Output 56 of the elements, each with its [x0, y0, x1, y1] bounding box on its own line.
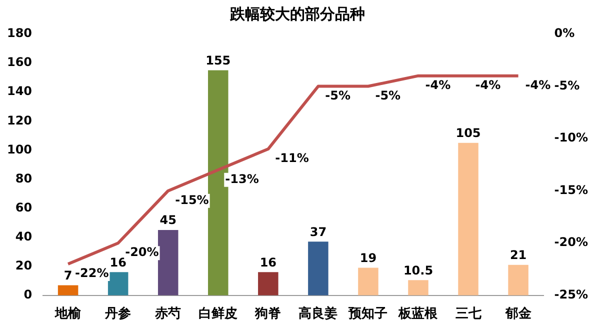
bar	[458, 142, 478, 296]
y2-tick-label: 0%	[554, 26, 575, 40]
bar	[308, 242, 328, 296]
y2-tick-label: -25%	[554, 288, 588, 302]
y-tick-label: 80	[15, 171, 32, 186]
y-tick-label: 160	[6, 55, 32, 70]
chart-title: 跌幅较大的部分品种	[229, 4, 365, 23]
y2-tick-label: -20%	[554, 235, 588, 250]
y-tick-label: 0	[24, 288, 32, 302]
x-tick-label: 预知子	[348, 306, 388, 322]
bar	[58, 285, 78, 296]
bar	[408, 280, 428, 296]
data-label: -5%	[375, 88, 401, 102]
bar	[158, 230, 178, 296]
x-tick-label: 板蓝根	[398, 306, 439, 322]
data-label: 155	[206, 53, 231, 68]
y-tick-label: 20	[15, 258, 32, 272]
x-tick-label: 白鲜皮	[198, 306, 238, 322]
data-label: 19	[360, 250, 377, 265]
y2-tick-label: -10%	[554, 130, 588, 145]
bar	[508, 264, 528, 296]
data-label: 10.5	[403, 263, 434, 278]
y2-tick-label: -15%	[554, 182, 588, 197]
bar	[358, 268, 378, 296]
data-label: -4%	[475, 78, 501, 92]
data-label: -22%	[75, 266, 109, 280]
bar	[258, 272, 278, 296]
data-label: -5%	[325, 88, 351, 102]
data-label: -20%	[125, 245, 159, 260]
y-tick-label: 140	[6, 84, 32, 98]
x-tick-label: 地榆	[54, 306, 82, 322]
y-tick-label: 60	[15, 200, 32, 214]
y-tick-label: 100	[6, 142, 32, 156]
data-label: -15%	[175, 192, 209, 207]
y2-tick-label: -5%	[554, 78, 580, 92]
x-tick-label: 赤芍	[154, 306, 182, 322]
y-tick-label: 180	[6, 26, 32, 40]
x-tick-label: 三七	[455, 306, 482, 322]
data-label: -4%	[425, 78, 451, 92]
data-label: -13%	[225, 172, 259, 186]
data-label: 45	[160, 213, 176, 228]
x-tick-label: 郁金	[504, 306, 532, 322]
x-tick-label: 高良姜	[298, 306, 338, 322]
data-label: 105	[456, 126, 481, 140]
y-tick-label: 40	[15, 229, 32, 244]
data-label: 16	[260, 255, 277, 270]
bar	[108, 272, 128, 296]
data-label: 21	[510, 248, 527, 262]
data-label: 16	[110, 255, 126, 270]
data-label: 37	[310, 224, 327, 239]
data-label: 7	[64, 268, 72, 282]
y-tick-label: 120	[6, 113, 32, 128]
x-tick-label: 丹参	[104, 306, 132, 322]
x-tick-label: 狗脊	[254, 306, 282, 322]
data-label: -4%	[525, 78, 551, 92]
data-label: -11%	[275, 151, 309, 166]
